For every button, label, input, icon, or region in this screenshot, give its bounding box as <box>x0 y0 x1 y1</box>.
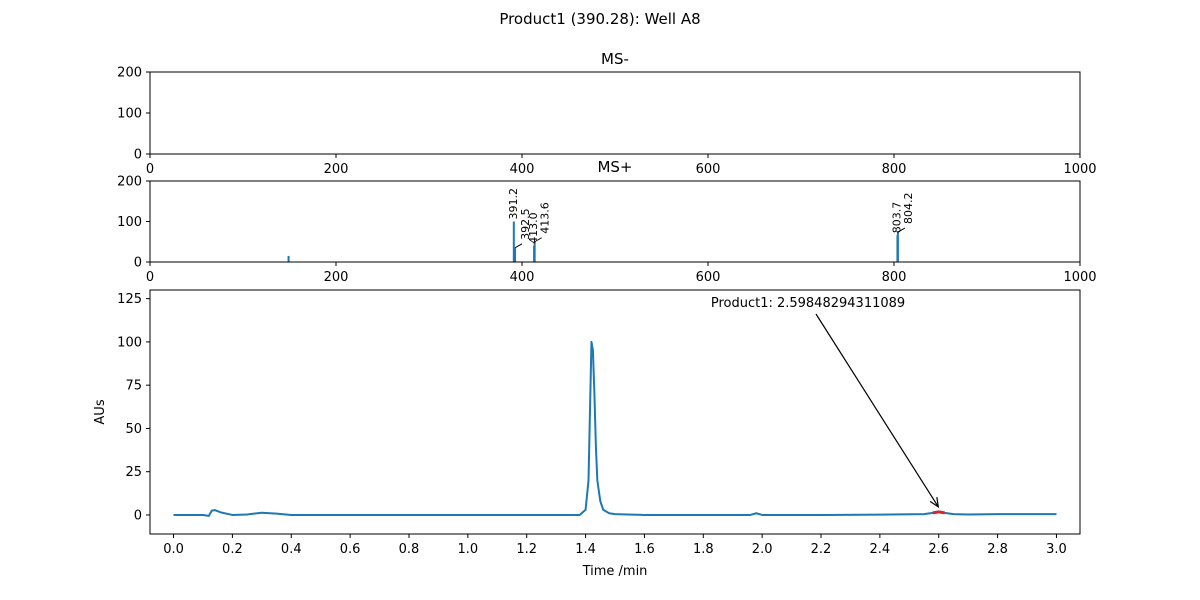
chromatogram-xtick-label: 0.0 <box>163 542 184 557</box>
ms-negative-ytick-label: 100 <box>117 107 142 122</box>
chromatogram-xtick-label: 1.8 <box>693 542 714 557</box>
chromatogram-xtick-label: 0.6 <box>340 542 361 557</box>
chromatogram-xtick-label: 2.0 <box>752 542 773 557</box>
ms-positive-title: MS+ <box>597 158 632 176</box>
chromatogram-ytick-label: 0 <box>134 508 142 523</box>
product-annotation-arrow <box>815 313 939 508</box>
y-axis-label: AUs <box>93 399 108 424</box>
ms-negative-xtick-label: 400 <box>510 162 535 177</box>
chromatogram-xtick-label: 2.6 <box>928 542 949 557</box>
chromatogram-xtick-label: 2.8 <box>987 542 1008 557</box>
ms-negative-title: MS- <box>601 50 629 68</box>
chromatogram-marks <box>173 313 1057 517</box>
ms-negative-xtick-label: 600 <box>696 162 721 177</box>
chromatogram-ytick-label: 50 <box>125 422 142 437</box>
ms-peak-label: 413.0 <box>527 212 540 244</box>
ms-negative-xtick-label: 800 <box>882 162 907 177</box>
chromatogram-ytick-label: 125 <box>117 292 142 307</box>
ms-negative-xtick-label: 200 <box>324 162 349 177</box>
chromatogram-trace <box>173 340 1057 517</box>
product-peak-highlight <box>932 510 945 515</box>
ms-positive-xtick-label: 600 <box>696 270 721 285</box>
chromatogram-ytick-label: 25 <box>125 465 142 480</box>
x-axis-label: Time /min <box>582 564 648 579</box>
figure-title: Product1 (390.28): Well A8 <box>499 10 700 28</box>
ms-positive-xtick-label: 1000 <box>1063 270 1096 285</box>
product-annotation-label: Product1: 2.59848294311089 <box>711 296 905 311</box>
ms-peak-label: 804.2 <box>902 193 915 225</box>
chromatogram-ytick-label: 100 <box>117 335 142 350</box>
ms-positive-panel: 0 200 400 600 800 1000 0 100 200 391.2392.5413.0… <box>117 158 1096 285</box>
ms-peak-leader <box>514 243 523 249</box>
ms-positive-ytick-label: 200 <box>117 175 142 190</box>
chromatogram-xtick-label: 0.4 <box>281 542 302 557</box>
ms-peak-leader <box>897 227 906 233</box>
ms-negative-panel: MS- 0 200 400 600 800 1000 0 100 200 <box>117 50 1096 177</box>
ms-peak-label: 392.5 <box>519 208 532 240</box>
chromatogram-ytick-label: 75 <box>125 379 142 394</box>
chromatogram-xtick-label: 2.4 <box>870 542 891 557</box>
ms-peak-leader <box>534 237 542 243</box>
ms-peak-label: 391.2 <box>507 188 520 220</box>
chromatogram-xtick-label: 1.0 <box>458 542 479 557</box>
ms-negative-ytick-label: 0 <box>134 148 142 163</box>
ms-positive-ytick-label: 100 <box>117 215 142 230</box>
ms-positive-ticks: 0 200 400 600 800 1000 0 100 200 <box>117 175 1096 286</box>
ms-peak-label: 413.6 <box>539 202 552 234</box>
chromatogram-ticks: 0.0 0.2 0.4 0.6 0.8 1.0 1.2 1.4 1.6 1.8 2.0 2.2 2.4 2… <box>117 292 1067 557</box>
chromatogram-xtick-label: 0.8 <box>399 542 420 557</box>
product-annotation-arrowhead <box>929 497 940 509</box>
chromatogram-xtick-label: 1.6 <box>634 542 655 557</box>
chromatogram-xtick-label: 2.2 <box>811 542 832 557</box>
ms-negative-xtick-label: 1000 <box>1063 162 1096 177</box>
chromatogram-xtick-label: 0.2 <box>222 542 243 557</box>
ms-positive-xtick-label: 400 <box>510 270 535 285</box>
ms-positive-frame <box>149 180 1081 263</box>
ms-positive-xtick-label: 200 <box>324 270 349 285</box>
ms-negative-ticks: 0 200 400 600 800 1000 0 100 200 <box>117 66 1096 178</box>
ms-positive-xtick-label: 0 <box>146 270 154 285</box>
chromatogram-xtick-label: 1.4 <box>575 542 596 557</box>
ms-negative-frame <box>149 71 1081 155</box>
ms-positive-ytick-label: 0 <box>134 256 142 271</box>
ms-negative-xtick-label: 0 <box>146 162 154 177</box>
chromatogram-panel: 0.0 0.2 0.4 0.6 0.8 1.0 1.2 1.4 1.6 1.8 2.0 2.2 2.4 2… <box>93 289 1081 579</box>
chromatogram-frame <box>149 289 1081 535</box>
ms-peak-label: 803.7 <box>890 202 903 234</box>
ms-positive-xtick-label: 800 <box>882 270 907 285</box>
ms-negative-ytick-label: 200 <box>117 66 142 81</box>
chromatogram-xtick-label: 3.0 <box>1046 542 1067 557</box>
chromatogram-xtick-label: 1.2 <box>516 542 537 557</box>
